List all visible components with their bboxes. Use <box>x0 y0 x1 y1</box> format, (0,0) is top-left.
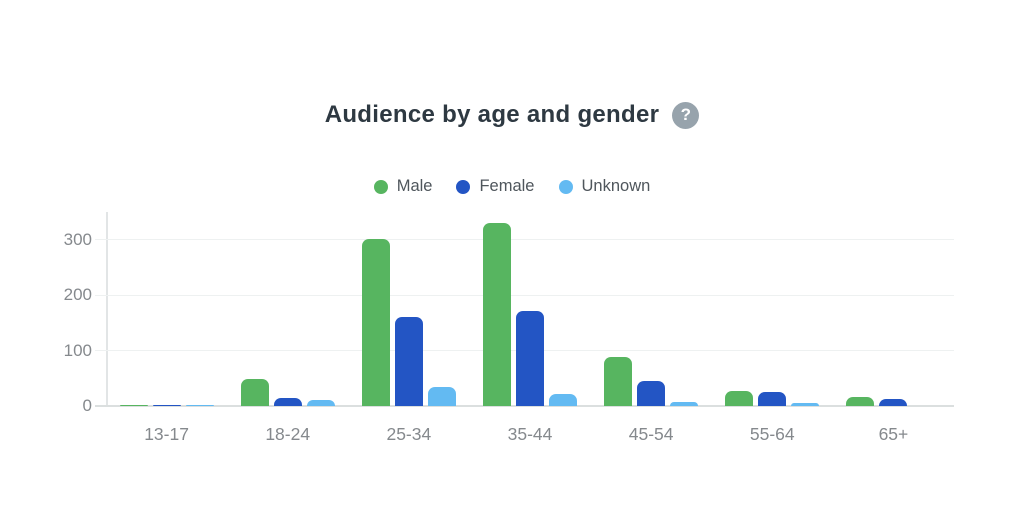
bar-55-64-male[interactable] <box>725 390 754 406</box>
bar-25-34-male[interactable] <box>361 238 390 406</box>
legend: Male Female Unknown <box>0 177 1024 196</box>
x-tick-label-45-54: 45-54 <box>628 424 674 444</box>
y-axis-labels: 0 100 200 300 <box>0 212 92 415</box>
x-tick-label-65+: 65+ <box>878 424 909 444</box>
chart-title: Audience by age and gender <box>324 101 660 128</box>
y-tick-label-0: 0 <box>82 396 92 415</box>
bar-18-24-male[interactable] <box>240 379 269 406</box>
legend-item-male[interactable]: Male <box>373 177 433 196</box>
legend-swatch-male-icon <box>373 179 388 194</box>
bar-13-17-male[interactable] <box>119 404 148 406</box>
bar-35-44-female[interactable] <box>516 310 544 406</box>
bar-55-64-female[interactable] <box>758 391 787 406</box>
bar-65+-male[interactable] <box>846 397 875 406</box>
legend-label-male: Male <box>396 177 433 195</box>
bar-18-24-unknown[interactable] <box>306 399 335 406</box>
bar-55-64-unknown[interactable] <box>791 402 820 406</box>
title-row: Audience by age and gender ? <box>0 101 1024 129</box>
bar-45-54-male[interactable] <box>604 356 633 406</box>
gridline-200 <box>95 294 954 296</box>
y-tick-label-100: 100 <box>63 340 92 360</box>
bar-45-54-unknown[interactable] <box>670 401 699 406</box>
y-tick-label-300: 300 <box>63 229 92 249</box>
x-axis-labels: 13-17 18-24 25-34 35-44 45-54 55-64 65+ <box>106 424 954 446</box>
bar-18-24-female[interactable] <box>273 398 302 406</box>
x-tick-label-18-24: 18-24 <box>265 424 311 444</box>
help-icon[interactable]: ? <box>672 101 700 129</box>
bar-25-34-female[interactable] <box>394 317 423 406</box>
gridline-300 <box>95 239 954 241</box>
gridline-0 <box>95 405 954 407</box>
bar-13-17-female[interactable] <box>152 405 181 406</box>
x-tick-label-35-44: 35-44 <box>507 424 553 444</box>
legend-label-female: Female <box>479 177 535 195</box>
bar-25-34-unknown[interactable] <box>427 386 456 406</box>
bar-65+-female[interactable] <box>879 399 908 406</box>
y-tick-label-200: 200 <box>63 285 92 305</box>
x-tick-label-55-64: 55-64 <box>749 424 795 444</box>
y-axis-line <box>106 212 108 407</box>
legend-swatch-female-icon <box>456 179 471 194</box>
legend-label-unknown: Unknown <box>581 177 651 195</box>
legend-item-female[interactable]: Female <box>456 177 535 196</box>
bar-45-54-female[interactable] <box>637 380 666 406</box>
legend-swatch-unknown-icon <box>558 179 573 194</box>
legend-item-unknown[interactable]: Unknown <box>558 177 651 196</box>
bar-35-44-male[interactable] <box>483 223 511 406</box>
x-tick-label-25-34: 25-34 <box>386 424 432 444</box>
x-tick-label-13-17: 13-17 <box>144 424 189 444</box>
bar-13-17-unknown[interactable] <box>185 405 214 406</box>
plot-area <box>95 212 954 407</box>
bar-35-44-unknown[interactable] <box>549 393 577 406</box>
